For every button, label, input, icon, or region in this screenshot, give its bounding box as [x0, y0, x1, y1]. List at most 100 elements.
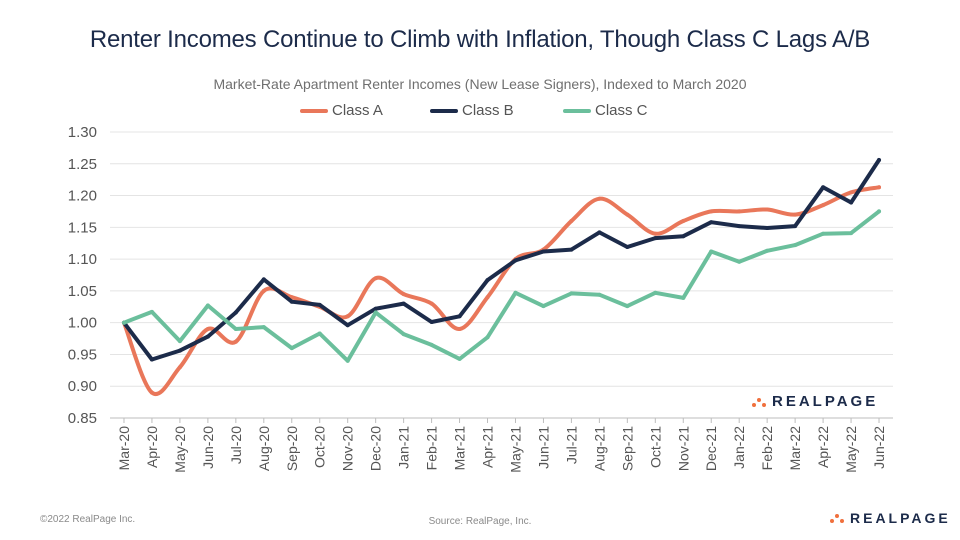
- data-point-class-c: [765, 248, 770, 253]
- data-point-class-a: [569, 219, 574, 223]
- data-point-class-a: [625, 212, 630, 217]
- y-tick-label: 0.90: [68, 378, 97, 395]
- data-point-class-b: [737, 224, 742, 229]
- data-point-class-c: [317, 331, 322, 336]
- data-point-class-c: [233, 327, 238, 331]
- x-tick-label: Jun-21: [535, 426, 551, 469]
- y-tick-label: 1.15: [68, 219, 97, 236]
- data-point-class-c: [681, 295, 686, 300]
- data-point-class-a: [681, 219, 686, 223]
- data-point-class-b: [625, 245, 630, 249]
- data-point-class-b: [709, 220, 714, 225]
- data-point-class-c: [485, 335, 490, 340]
- data-point-class-c: [653, 290, 658, 295]
- data-point-class-b: [401, 301, 406, 306]
- x-tick-label: Aug-20: [256, 426, 272, 471]
- data-point-class-a: [177, 365, 182, 370]
- chart-title: Renter Incomes Continue to Climb with In…: [89, 26, 871, 53]
- x-tick-label: Sep-21: [619, 426, 635, 471]
- data-point-class-b: [821, 185, 826, 190]
- y-tick-label: 1.25: [68, 156, 97, 173]
- x-tick-label: Jan-21: [396, 426, 412, 469]
- data-point-class-b: [765, 226, 770, 230]
- data-point-class-b: [485, 278, 490, 283]
- x-tick-label: Oct-21: [647, 426, 663, 468]
- data-point-class-c: [429, 342, 434, 347]
- chart-subtitle: Market-Rate Apartment Renter Incomes (Ne…: [213, 76, 747, 92]
- x-tick-label: May-20: [172, 426, 188, 473]
- data-point-class-b: [457, 314, 462, 319]
- data-point-class-c: [401, 332, 406, 337]
- x-tick-label: Jun-22: [871, 426, 887, 469]
- x-tick-label: Mar-22: [787, 426, 803, 471]
- data-point-class-a: [457, 327, 462, 331]
- data-point-class-c: [457, 356, 462, 361]
- x-tick-label: Mar-21: [452, 426, 468, 471]
- y-tick-label: 1.10: [68, 251, 97, 268]
- series-layer: [122, 158, 881, 397]
- data-point-class-a: [653, 231, 658, 236]
- data-point-class-a: [205, 327, 210, 331]
- data-point-class-a: [849, 190, 854, 195]
- data-point-class-b: [429, 320, 434, 324]
- realpage-logo-text: REALPAGE: [772, 393, 879, 410]
- y-tick-label: 0.95: [68, 346, 97, 363]
- data-point-class-c: [541, 304, 546, 309]
- data-point-class-c: [513, 290, 518, 295]
- data-point-class-c: [289, 346, 294, 351]
- data-point-class-a: [737, 209, 742, 214]
- data-point-class-b: [877, 158, 881, 162]
- data-point-class-b: [849, 200, 854, 205]
- data-point-class-a: [289, 295, 294, 300]
- x-tick-label: Feb-21: [424, 426, 440, 471]
- copyright-text: ©2022 RealPage Inc.: [40, 514, 136, 525]
- legend-swatch-class-c: [563, 108, 591, 113]
- data-point-class-c: [261, 325, 266, 330]
- data-point-class-a: [877, 185, 881, 190]
- legend-item-class-c: Class C: [563, 102, 648, 119]
- data-point-class-c: [849, 231, 854, 236]
- x-tick-label: Apr-20: [144, 426, 160, 468]
- x-tick-label: Nov-21: [675, 426, 691, 471]
- x-tick-label: Dec-21: [703, 426, 719, 471]
- legend-label-class-b: Class B: [462, 102, 514, 119]
- x-tick-label: Oct-20: [312, 426, 328, 468]
- legend-label-class-a: Class A: [332, 102, 383, 119]
- x-tick-label: Aug-21: [591, 426, 607, 471]
- data-point-class-a: [765, 207, 770, 212]
- legend-swatch-class-a: [300, 108, 328, 113]
- y-tick-label: 1.00: [68, 315, 97, 332]
- legend-item-class-a: Class A: [300, 102, 383, 119]
- data-point-class-a: [401, 292, 406, 297]
- series-line-class-a: [122, 185, 881, 397]
- data-point-class-b: [597, 230, 602, 235]
- data-point-class-c: [569, 291, 574, 296]
- chart-legend: Class A Class B Class C: [0, 102, 960, 122]
- x-tick-label: Apr-22: [815, 426, 831, 468]
- realpage-logo-mark: [830, 511, 844, 525]
- legend-item-class-b: Class B: [430, 102, 514, 119]
- source-text: Source: RealPage, Inc.: [428, 516, 532, 527]
- data-point-class-a: [233, 339, 238, 344]
- y-tick-label: 1.05: [68, 283, 97, 300]
- data-point-class-c: [625, 304, 630, 309]
- x-tick-label: Sep-20: [284, 426, 300, 471]
- data-point-class-b: [205, 334, 210, 339]
- realpage-logo-text: REALPAGE: [850, 510, 951, 526]
- data-point-class-a: [429, 301, 434, 306]
- data-point-class-b: [317, 302, 322, 307]
- data-point-class-b: [289, 299, 294, 304]
- x-tick-label: Jul-21: [563, 426, 579, 464]
- data-point-class-b: [233, 310, 238, 315]
- data-point-class-b: [177, 348, 182, 353]
- data-point-class-b: [345, 323, 350, 328]
- series-line-class-b: [122, 158, 881, 362]
- x-tick-label: Nov-20: [340, 426, 356, 471]
- y-tick-label: 1.30: [68, 124, 97, 141]
- realpage-logo-chart: REALPAGE: [752, 393, 878, 410]
- x-tick-label: Feb-22: [759, 426, 775, 471]
- data-point-class-c: [877, 209, 881, 214]
- data-point-class-a: [821, 203, 826, 208]
- x-tick-label: Jul-20: [228, 426, 244, 464]
- legend-swatch-class-b: [430, 108, 458, 113]
